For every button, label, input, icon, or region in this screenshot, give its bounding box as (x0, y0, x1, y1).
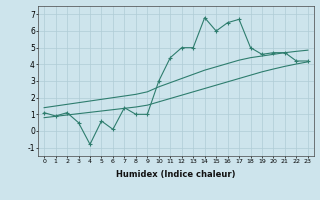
X-axis label: Humidex (Indice chaleur): Humidex (Indice chaleur) (116, 170, 236, 179)
